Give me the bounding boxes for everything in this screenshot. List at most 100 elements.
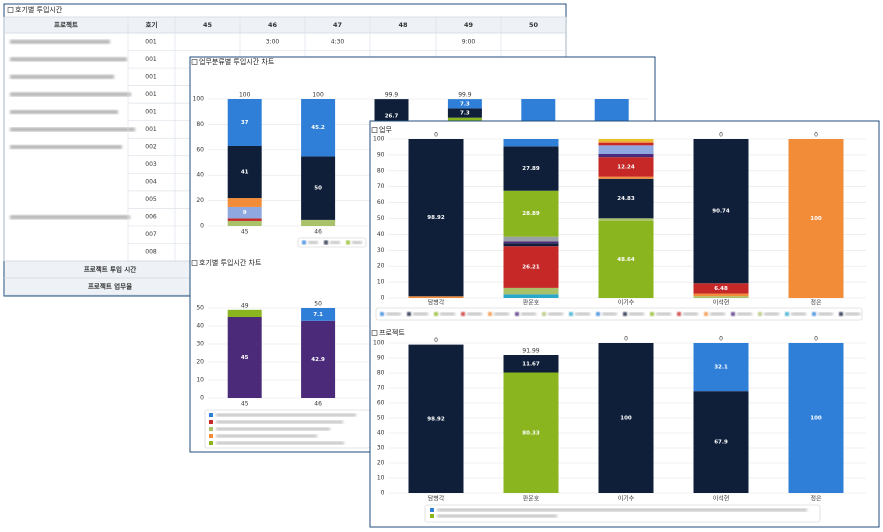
x-tick-label: 이기수 — [618, 299, 635, 307]
bar-segment — [503, 139, 559, 147]
x-tick-label: 판운호 — [523, 495, 540, 503]
bar-segment — [503, 190, 559, 237]
blurred-text — [683, 312, 698, 316]
bar-segment — [227, 99, 262, 146]
bar-segment — [598, 218, 654, 221]
blurred-text — [494, 312, 509, 316]
y-tick-label: 100 — [193, 96, 205, 103]
y-tick-label: 100 — [373, 340, 385, 347]
blurred-text — [629, 312, 644, 316]
legend-swatch — [704, 312, 708, 316]
blurred-text — [10, 57, 127, 62]
segment-label: 27.89 — [522, 166, 540, 172]
chart-title: 업무 — [379, 126, 392, 134]
legend-swatch — [209, 434, 213, 438]
legend-swatch — [461, 312, 465, 316]
x-tick-label: 46 — [314, 229, 322, 236]
y-tick-label: 80 — [377, 370, 385, 377]
blurred-text — [467, 312, 482, 316]
segment-label: 6.48 — [714, 286, 728, 292]
legend-swatch — [209, 427, 213, 431]
blurred-text — [845, 312, 860, 316]
bar-segment — [598, 141, 654, 143]
y-tick-label: 0 — [381, 295, 385, 302]
blurred-text — [764, 312, 779, 316]
blurred-text — [10, 109, 118, 114]
table-header: 47 — [333, 21, 342, 29]
legend-swatch — [380, 312, 384, 316]
bar-segment — [503, 243, 559, 247]
segment-label: 45 — [241, 355, 249, 361]
blurred-text — [440, 312, 455, 316]
table-header: 호기 — [146, 20, 158, 29]
hogi-cell: 005 — [145, 196, 157, 203]
blurred-text — [10, 74, 114, 79]
title-icon — [371, 127, 378, 133]
footer-label: 프로젝트 업무율 — [88, 282, 132, 291]
legend-swatch — [302, 240, 306, 245]
blurred-text — [656, 312, 671, 316]
y-tick-label: 40 — [377, 231, 385, 238]
y-tick-label: 0 — [200, 395, 204, 402]
blurred-text — [602, 312, 617, 316]
x-tick-label: 담병각 — [428, 299, 445, 307]
legend-swatch — [758, 312, 762, 316]
bar-segment — [598, 139, 654, 142]
segment-label: 100 — [810, 216, 822, 222]
x-tick-label: 45 — [241, 229, 249, 236]
time-cell: 4:30 — [331, 38, 345, 45]
title-icon — [191, 260, 198, 266]
blurred-text — [216, 434, 317, 438]
legend-swatch — [407, 312, 411, 316]
blurred-text — [352, 241, 362, 244]
y-tick-label: 60 — [377, 400, 385, 407]
title-icon — [7, 7, 14, 13]
bar-total-label: 0 — [719, 336, 723, 343]
bar-segment — [503, 236, 559, 242]
blurred-text — [308, 241, 318, 244]
y-tick-label: 90 — [377, 151, 385, 158]
bar-total-label: 91.99 — [522, 348, 539, 355]
blurred-text — [330, 241, 340, 244]
legend-swatch — [812, 312, 816, 316]
y-tick-label: 20 — [196, 197, 204, 204]
segment-label: 7.1 — [313, 312, 323, 318]
time-cell: 9:00 — [462, 38, 476, 45]
bar-segment — [598, 157, 654, 177]
hogi-cell: 001 — [145, 108, 157, 115]
blurred-text — [710, 312, 725, 316]
x-tick-label: 판운호 — [523, 299, 540, 307]
bar-segment — [447, 108, 482, 118]
hogi-cell: 003 — [145, 161, 157, 168]
segment-label: 32.1 — [714, 365, 728, 371]
legend-swatch — [430, 508, 434, 512]
x-tick-label: 46 — [314, 401, 322, 408]
hogi-cell: 006 — [145, 214, 157, 221]
x-tick-label: 이석현 — [713, 299, 730, 307]
bar-segment — [227, 218, 262, 221]
bar-segment — [693, 293, 749, 297]
bar-segment — [301, 156, 336, 220]
chart-title: 호기별 투입시간 차트 — [199, 258, 262, 267]
bar-segment — [788, 139, 844, 298]
legend-swatch — [430, 514, 434, 518]
segment-label: 98.92 — [427, 416, 445, 422]
y-tick-label: 50 — [196, 305, 204, 312]
bar-segment — [598, 178, 654, 219]
y-tick-label: 60 — [377, 199, 385, 206]
y-tick-label: 30 — [377, 445, 385, 452]
blurred-text — [10, 39, 110, 44]
y-tick-label: 60 — [196, 146, 204, 153]
legend-swatch — [488, 312, 492, 316]
y-tick-label: 70 — [377, 385, 385, 392]
bar-segment — [598, 154, 654, 158]
table-header: 48 — [398, 21, 408, 29]
bar-segment — [301, 308, 336, 321]
table-header: 50 — [529, 21, 539, 29]
segment-label: 100 — [810, 416, 822, 422]
bar-total-label: 99.9 — [385, 92, 399, 99]
legend-swatch — [434, 312, 438, 316]
bar-segment — [598, 145, 654, 155]
legend-swatch — [731, 312, 735, 316]
segment-label: 90.74 — [712, 209, 730, 215]
